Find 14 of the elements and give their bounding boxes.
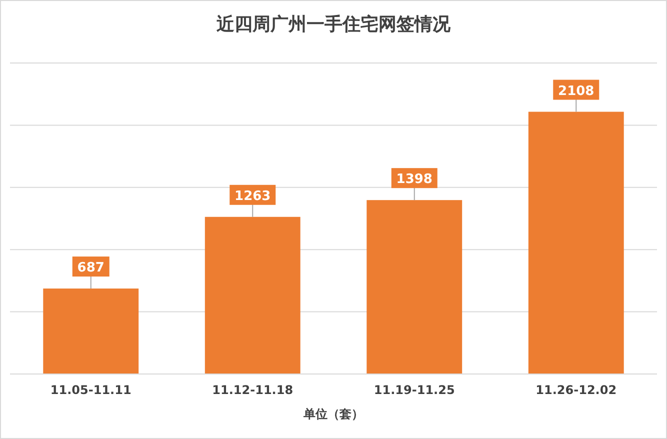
x-tick-label: 11.19-11.25 [374,383,455,397]
x-tick-label: 11.26-12.02 [536,383,617,397]
data-label: 1263 [234,188,271,204]
x-tick-label: 11.12-11.18 [212,383,294,397]
bar [366,200,462,374]
bar [528,112,624,374]
bar [43,288,139,374]
data-label: 2108 [558,84,594,99]
chart-title: 近四周广州一手住宅网签情况 [216,14,452,35]
bar [204,216,300,374]
x-axis-title: 单位（套） [302,407,364,421]
data-label: 1398 [396,172,432,188]
x-tick-label: 11.05-11.11 [50,383,132,397]
data-label: 687 [77,260,104,276]
